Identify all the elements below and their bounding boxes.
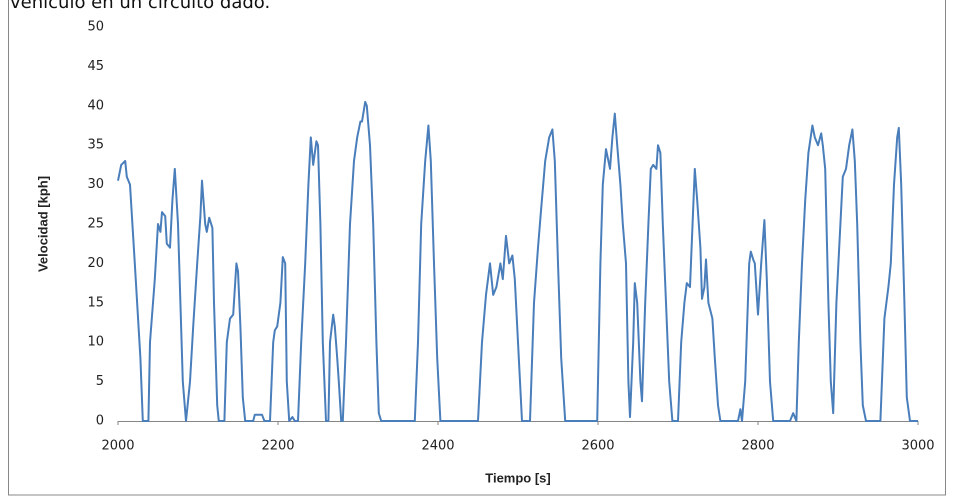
y-tick-label: 5 — [96, 374, 104, 389]
x-tick-label: 2400 — [421, 439, 454, 454]
y-axis-title: Velocidad [kph] — [35, 176, 50, 272]
y-tick-label: 15 — [87, 295, 104, 310]
x-tick-label: 2800 — [741, 439, 774, 454]
y-tick-label: 20 — [87, 256, 104, 271]
y-tick-label: 50 — [87, 20, 104, 35]
y-tick-label: 35 — [87, 138, 104, 153]
caption: vehículo en un circuito dado. — [10, 0, 270, 13]
y-tick-label: 45 — [87, 59, 104, 74]
data-line — [117, 100, 918, 422]
y-tick-label: 10 — [87, 335, 104, 350]
y-tick-label: 0 — [96, 414, 104, 429]
y-tick-label: 25 — [87, 217, 104, 232]
x-tick-label: 3000 — [901, 439, 934, 454]
y-tick-label: 30 — [87, 177, 104, 192]
x-axis-title: Tiempo [s] — [485, 470, 551, 485]
y-tick-label: 40 — [87, 98, 104, 113]
x-tick-label: 2000 — [101, 439, 134, 454]
x-tick-label: 2200 — [261, 439, 294, 454]
chart-frame — [8, 0, 946, 496]
x-tick-label: 2600 — [581, 439, 614, 454]
